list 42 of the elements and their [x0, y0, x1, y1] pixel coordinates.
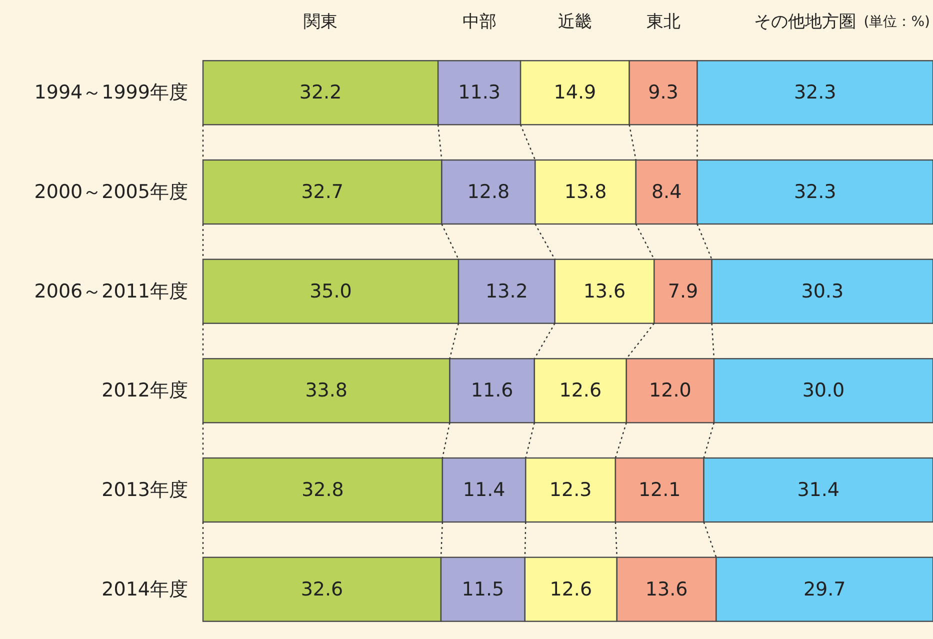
data-label: 12.6 [550, 578, 592, 600]
data-label: 12.3 [549, 479, 592, 501]
y-tick-label: 1994～1999年度 [34, 82, 188, 104]
data-label: 32.8 [302, 479, 344, 501]
text: (単位：%) [864, 14, 930, 30]
y-tick-label: 2000～2005年度 [34, 181, 188, 203]
data-label: 7.9 [668, 280, 698, 302]
data-label: 30.0 [802, 380, 845, 402]
data-label: 13.6 [645, 578, 688, 600]
data-label: 11.4 [462, 479, 506, 501]
series-label: 関東 [304, 12, 338, 32]
data-label: 8.4 [651, 181, 682, 203]
data-label: 29.7 [803, 578, 846, 600]
y-tick-label: 2014年度 [102, 578, 188, 600]
data-label: 32.7 [301, 181, 344, 203]
data-label: 32.3 [794, 82, 836, 104]
data-label: 30.3 [801, 280, 844, 302]
series-label: 近畿 [558, 12, 592, 32]
series-label: その他地方圏 [754, 12, 856, 32]
data-label: 13.2 [486, 280, 528, 302]
y-tick-label: 2013年度 [102, 479, 188, 501]
data-label: 9.3 [648, 82, 678, 104]
data-label: 32.2 [299, 82, 342, 104]
data-label: 12.0 [649, 380, 692, 402]
data-label: 12.1 [638, 479, 681, 501]
data-label: 11.6 [470, 380, 514, 402]
series-label: 東北 [646, 12, 680, 32]
data-label: 11.3 [458, 82, 500, 104]
series-label: 中部 [462, 12, 496, 32]
data-label: 12.8 [467, 181, 510, 203]
data-label: 33.8 [305, 380, 348, 402]
data-label: 32.6 [300, 578, 344, 600]
data-label: 13.8 [564, 181, 607, 203]
data-label: 32.3 [794, 181, 836, 203]
data-label: 31.4 [797, 479, 840, 501]
data-label: 11.5 [462, 578, 504, 600]
y-tick-label: 2012年度 [102, 380, 188, 402]
y-tick-label: 2006～2011年度 [34, 280, 188, 302]
data-label: 35.0 [310, 280, 352, 302]
data-label: 13.6 [583, 280, 626, 302]
data-label: 14.9 [554, 82, 596, 104]
data-label: 12.6 [559, 380, 602, 402]
